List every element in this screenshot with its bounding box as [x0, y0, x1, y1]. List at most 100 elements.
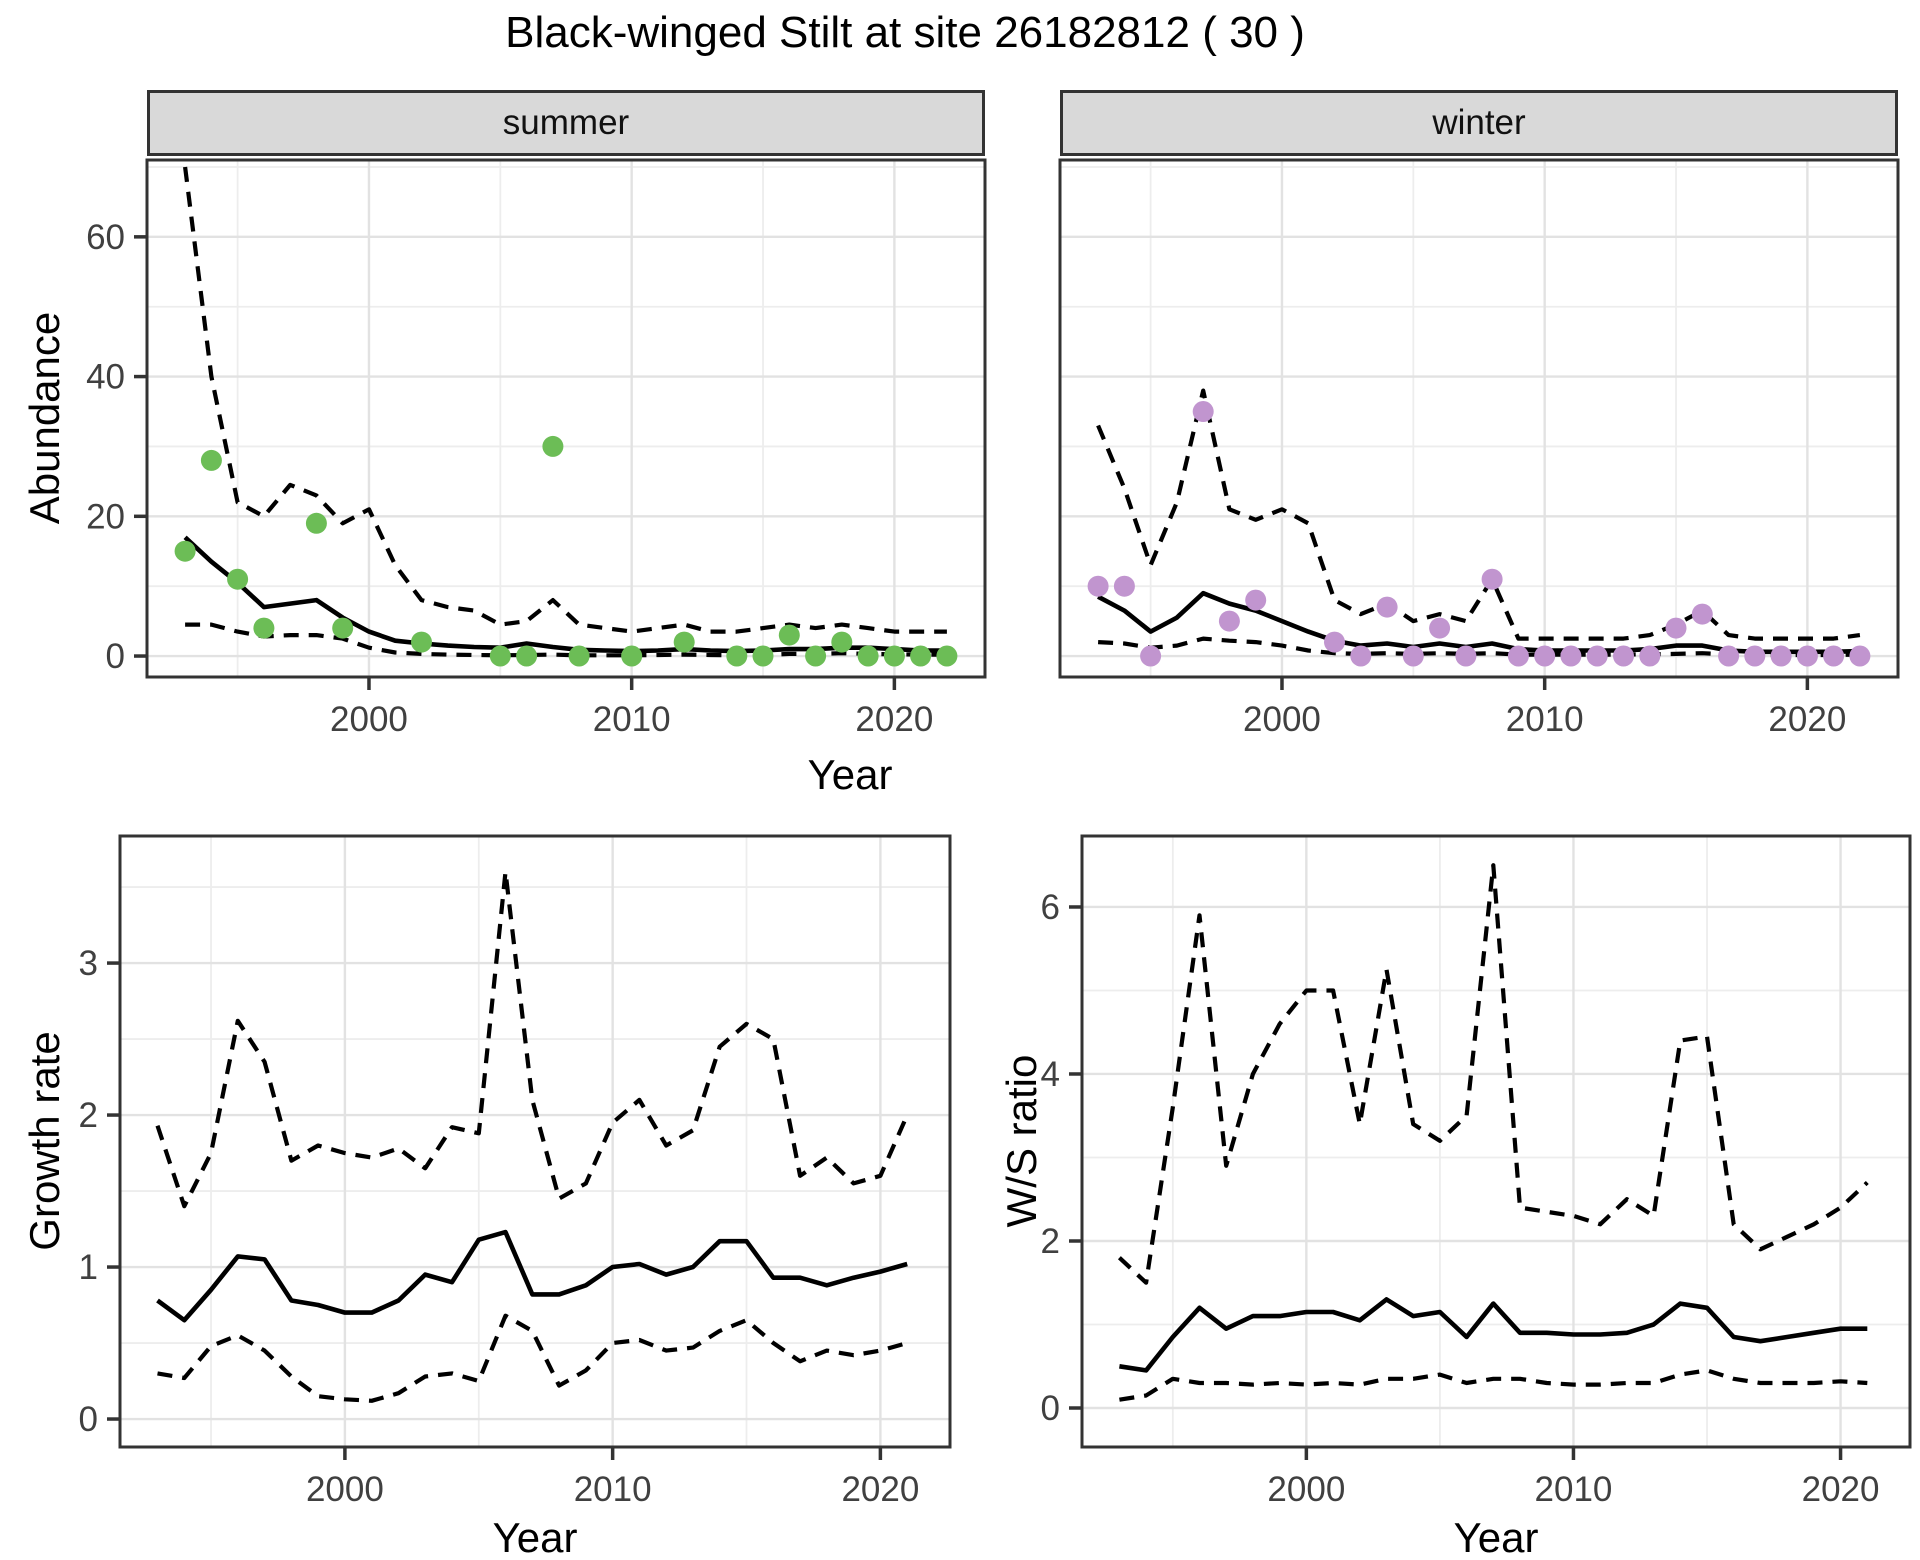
- abundance-summer-data-point: [227, 568, 249, 590]
- abundance-summer-y-tick-label: 40: [86, 358, 125, 397]
- abundance-winter-data-point: [1639, 645, 1661, 667]
- ws-ratio-panel-background: [1082, 836, 1910, 1447]
- abundance-winter-upper-ci-line: [1096, 388, 1861, 641]
- growth-rate-x-tick-label: 2010: [574, 1470, 652, 1509]
- abundance-summer-data-point: [489, 645, 511, 667]
- abundance-summer-data-point: [805, 645, 827, 667]
- abundance-winter-data-point: [1350, 645, 1372, 667]
- ws-ratio-y-tick-label: 4: [1041, 1055, 1060, 1094]
- abundance-summer-data-point: [411, 631, 432, 653]
- abundance-winter-data-point: [1665, 617, 1687, 639]
- abundance-summer-data-point: [305, 512, 327, 534]
- abundance-summer-data-point: [726, 645, 748, 667]
- abundance-winter-panel-border: [1058, 158, 1900, 679]
- abundance-winter-data-point: [1770, 645, 1792, 667]
- facet-strip-summer-label: summer: [502, 103, 630, 142]
- abundance-winter-data-point: [1823, 645, 1845, 667]
- abundance-winter-data-point: [1402, 645, 1424, 667]
- abundance-summer-x-tick-label: 2000: [330, 700, 408, 739]
- abundance-winter-data-point: [1376, 596, 1398, 618]
- growth-rate-y-tick-label: 2: [79, 1096, 98, 1135]
- growth-rate-panel-background: [120, 836, 950, 1447]
- abundance-summer-x-tick-label: 2010: [593, 700, 671, 739]
- abundance-winter-data-point: [1744, 645, 1766, 667]
- x-axis-title-year-growth: Year: [492, 1514, 578, 1560]
- ws-ratio-model-fit-line: [1119, 1297, 1868, 1373]
- ws-ratio-x-tick-label: 2020: [1802, 1470, 1880, 1509]
- abundance-summer-x-tick-label: 2020: [855, 700, 933, 739]
- ws-ratio-x-tick-label: 2000: [1267, 1470, 1345, 1509]
- abundance-summer-data-point: [200, 449, 222, 471]
- abundance-winter-data-point: [1613, 645, 1634, 667]
- growth-rate-panel-border: [118, 834, 952, 1449]
- abundance-winter-data-point: [1560, 645, 1582, 667]
- abundance-winter-x-tick-label: 2000: [1243, 700, 1321, 739]
- ws-ratio-y-tick-label: 6: [1041, 888, 1060, 927]
- abundance-summer-data-point: [332, 617, 354, 639]
- abundance-winter-data-point: [1245, 589, 1267, 611]
- abundance-winter-data-point: [1192, 401, 1214, 422]
- abundance-winter-x-tick-label: 2010: [1506, 700, 1584, 739]
- y-axis-title-growth-rate: Growth rate: [21, 1031, 68, 1251]
- y-axis-title-ws-ratio: W/S ratio: [998, 1054, 1045, 1228]
- facet-strip-summer: summer: [147, 90, 985, 156]
- abundance-winter-data-point: [1718, 645, 1740, 667]
- abundance-summer-y-tick-label: 0: [106, 637, 125, 676]
- abundance-summer-y-tick-label: 60: [86, 218, 125, 257]
- abundance-winter-data-point: [1849, 645, 1871, 667]
- abundance-winter-data-point: [1455, 645, 1477, 667]
- growth-rate-lower-ci-line: [157, 1313, 908, 1403]
- facet-strip-winter: winter: [1060, 90, 1898, 156]
- abundance-winter-data-point: [1429, 617, 1451, 639]
- growth-rate-y-tick-label: 0: [79, 1400, 98, 1439]
- growth-rate-x-tick-label: 2020: [841, 1470, 919, 1509]
- growth-rate-y-tick-label: 3: [79, 944, 98, 983]
- abundance-winter-data-point: [1218, 610, 1240, 632]
- abundance-winter-data-point: [1481, 568, 1503, 590]
- abundance-summer-data-point: [673, 631, 695, 653]
- abundance-winter-data-point: [1507, 645, 1529, 667]
- abundance-winter-x-tick-label: 2020: [1768, 700, 1846, 739]
- ws-ratio-upper-ci-line: [1117, 863, 1869, 1285]
- abundance-winter-data-point: [1796, 645, 1818, 667]
- abundance-summer-data-point: [831, 631, 853, 653]
- growth-rate-y-tick-label: 1: [79, 1248, 98, 1287]
- abundance-summer-data-point: [568, 645, 590, 667]
- abundance-summer-data-point: [174, 540, 196, 562]
- abundance-winter-data-point: [1534, 645, 1556, 667]
- abundance-summer-y-tick-label: 20: [86, 497, 125, 536]
- abundance-winter-data-point: [1087, 575, 1109, 597]
- abundance-summer-data-point: [542, 435, 564, 457]
- abundance-summer-data-point: [516, 645, 538, 667]
- abundance-summer-data-point: [778, 624, 800, 646]
- growth-rate-x-tick-label: 2000: [306, 1470, 384, 1509]
- abundance-summer-panel-border: [145, 158, 987, 679]
- ws-ratio-lower-ci-line: [1119, 1368, 1868, 1402]
- abundance-summer-data-point: [883, 645, 905, 667]
- abundance-winter-data-point: [1586, 645, 1608, 667]
- abundance-summer-panel-background: [147, 160, 985, 677]
- abundance-winter-data-point: [1140, 645, 1162, 667]
- y-axis-title-abundance: Abundance: [21, 311, 68, 525]
- abundance-summer-data-point: [936, 645, 958, 667]
- abundance-summer-data-point: [910, 645, 932, 667]
- abundance-winter-data-point: [1113, 575, 1135, 597]
- abundance-summer-data-point: [752, 645, 774, 667]
- growth-rate-model-fit-line: [156, 1229, 908, 1323]
- x-axis-title-year-top: Year: [807, 751, 893, 798]
- ws-ratio-x-tick-label: 2010: [1535, 1470, 1613, 1509]
- abundance-summer-data-point: [621, 645, 643, 667]
- abundance-winter-data-point: [1691, 603, 1713, 625]
- abundance-summer-data-point: [253, 617, 275, 639]
- ws-ratio-panel-border: [1080, 834, 1912, 1449]
- figure-title: Black-winged Stilt at site 26182812 ( 30…: [505, 8, 1305, 57]
- abundance-winter-data-point: [1324, 631, 1345, 653]
- abundance-summer-upper-ci-line: [183, 166, 947, 634]
- x-axis-title-year-ws: Year: [1453, 1514, 1539, 1560]
- facet-strip-winter-label: winter: [1432, 103, 1526, 142]
- ws-ratio-y-tick-label: 2: [1041, 1222, 1060, 1261]
- abundance-summer-data-point: [857, 645, 879, 667]
- ws-ratio-y-tick-label: 0: [1041, 1389, 1060, 1428]
